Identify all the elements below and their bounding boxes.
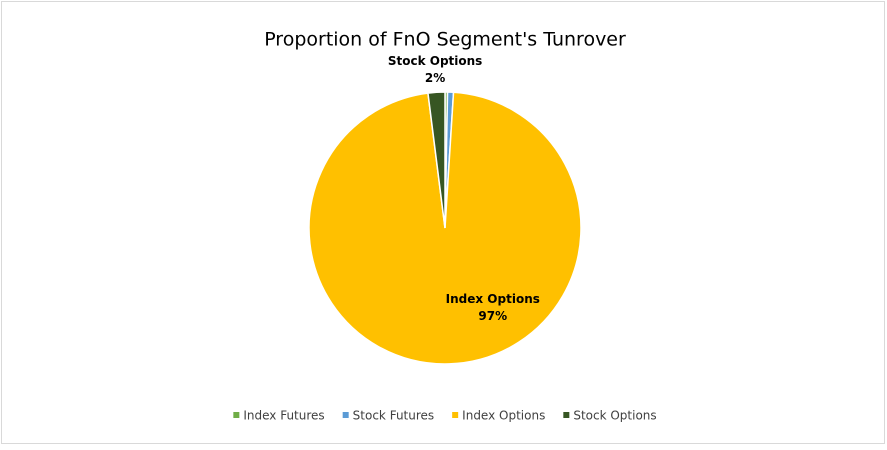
- legend-marker: [233, 412, 240, 418]
- legend-marker: [342, 412, 349, 418]
- data-label-name: Index Options: [446, 292, 540, 306]
- legend-label: Index Options: [462, 409, 545, 423]
- legend-marker: [452, 412, 459, 418]
- pie-slice: [427, 91, 446, 229]
- legend-label: Index Futures: [243, 409, 324, 423]
- legend-label: Stock Futures: [353, 409, 435, 423]
- legend-marker: [563, 412, 570, 418]
- pie-slice: [308, 91, 582, 365]
- chart-title: Proportion of FnO Segment's Tunrover: [264, 29, 626, 51]
- data-label: 97%: [478, 309, 507, 323]
- data-label-name: Stock Options: [388, 54, 482, 68]
- legend-label: Stock Options: [573, 409, 656, 423]
- data-label: 2%: [425, 71, 445, 85]
